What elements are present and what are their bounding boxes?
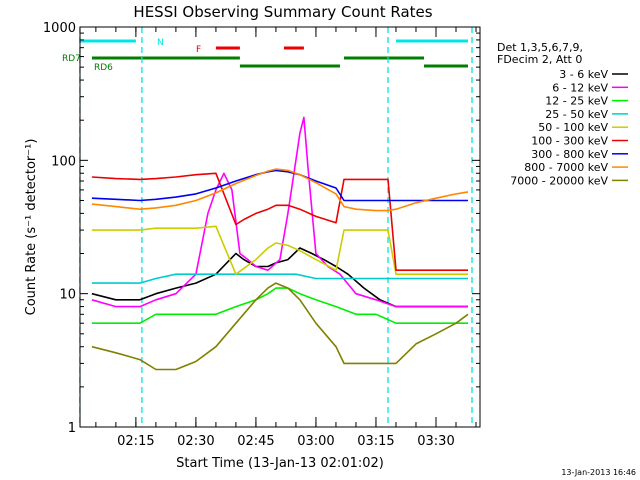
series-line [91, 172, 468, 272]
legend-label: 7000 - 20000 keV [510, 174, 608, 187]
chart-title: HESSI Observing Summary Count Rates [133, 3, 432, 21]
legend-label: 50 - 100 keV [538, 121, 608, 134]
flag-label-rd7: RD7 [62, 54, 81, 64]
series-line [91, 225, 468, 276]
legend-label: 100 - 300 keV [531, 135, 608, 148]
x-axis-label: Start Time (13-Jan-13 02:01:02) [176, 456, 384, 471]
legend-label: 3 - 6 keV [559, 68, 608, 81]
legend-label: 6 - 12 keV [552, 81, 608, 94]
axes: 1 10 100 1000 02:15 02:30 02:45 03:00 03:15 03:30 [43, 21, 480, 449]
x-tick-label: 03:15 [357, 434, 394, 449]
x-tick-label: 03:00 [297, 434, 334, 449]
legend-label: 800 - 7000 keV [524, 161, 608, 174]
series-lines [91, 116, 469, 371]
legend-header-line-2: FDecim 2, Att 0 [497, 53, 582, 66]
x-tick-label: 02:45 [237, 434, 274, 449]
series-line [91, 169, 468, 202]
plot-frame [79, 26, 481, 428]
series-line [91, 282, 469, 371]
flag-bars: N F RD7 RD6 [62, 38, 468, 73]
y-tick-label: 1000 [43, 21, 76, 36]
y-tick-label: 1 [68, 421, 76, 436]
flag-label-n: N [157, 38, 164, 48]
flag-label-rd6: RD6 [94, 63, 113, 73]
series-line [91, 287, 468, 325]
x-tick-label: 03:30 [417, 434, 454, 449]
x-tick-label: 02:15 [117, 434, 154, 449]
legend-label: 300 - 800 keV [531, 148, 608, 161]
series-line [91, 116, 468, 308]
series-line [91, 168, 469, 212]
y-tick-label: 10 [59, 288, 76, 303]
flag-label-f: F [196, 45, 201, 55]
series-line [91, 273, 468, 284]
y-axis-label: Count Rate (s⁻¹ detector⁻¹) [24, 139, 39, 316]
x-tick-label: 02:30 [177, 434, 214, 449]
legend-label: 12 - 25 keV [545, 95, 608, 108]
legend-label: 25 - 50 keV [545, 108, 608, 121]
footer-date: 13-Jan-2013 16:46 [561, 468, 636, 477]
y-tick-label: 100 [51, 154, 76, 169]
legend-header-line-1: Det 1,3,5,6,7,9, [497, 41, 583, 54]
boundary-lines [79, 27, 473, 427]
